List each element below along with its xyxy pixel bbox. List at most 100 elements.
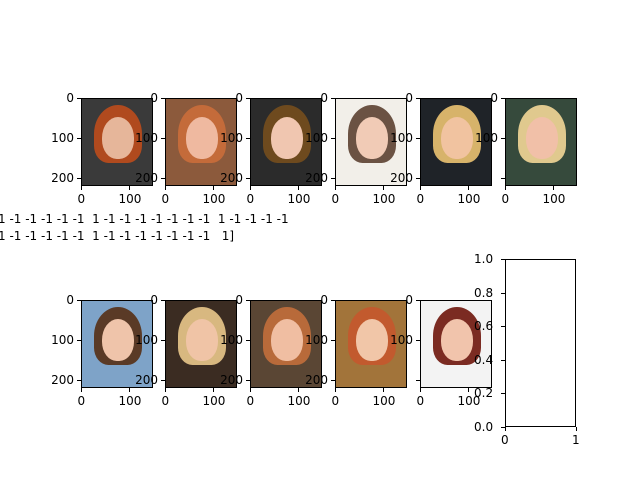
y-tick-mark (161, 178, 165, 179)
y-tick-label: 0 (405, 293, 413, 307)
face-photo (250, 98, 322, 186)
face-shape (356, 117, 388, 159)
subplot-image: 0 100 0 100 (475, 92, 577, 205)
x-tick-label: 0 (246, 192, 255, 206)
empty-y-tick-mark (501, 359, 505, 361)
label-array-line-1: 1 -1 -1 -1 -1 -1 1 -1 -1 -1 -1 -1 -1 -1 … (0, 212, 289, 226)
y-tick-label: 200 (305, 171, 328, 185)
empty-x-tick-label: 0 (501, 433, 509, 447)
face-photo (165, 98, 237, 186)
x-tick-mark (468, 186, 469, 190)
x-tick-mark (250, 186, 251, 190)
empty-x-tick-mark (505, 427, 506, 431)
x-tick-label: 0 (161, 192, 170, 206)
face-shape (102, 117, 134, 159)
face-shape (102, 319, 134, 361)
x-tick-mark (165, 388, 166, 392)
subplot-image: 0 100 200 0 100 (305, 294, 407, 407)
x-tick-label: 100 (372, 394, 396, 408)
subplot-image: 0 100 200 0 100 (135, 92, 237, 205)
subplot-image: 0 100 200 0 100 (220, 92, 322, 205)
x-tick-mark (213, 388, 214, 392)
y-tick-label: 0 (235, 91, 243, 105)
x-tick-label: 0 (77, 192, 86, 206)
subplot-image: 0 100 0 100 (390, 294, 492, 407)
empty-y-tick-label: 0.2 (474, 386, 494, 401)
y-tick-label: 100 (220, 333, 243, 347)
empty-y-tick-label: 0.4 (474, 352, 494, 367)
y-tick-mark (246, 380, 250, 381)
y-tick-label: 0 (150, 91, 158, 105)
y-tick-label: 100 (475, 131, 498, 145)
y-tick-mark (77, 300, 81, 301)
y-tick-mark (161, 138, 165, 139)
x-tick-label: 100 (372, 192, 396, 206)
y-tick-label: 200 (220, 373, 243, 387)
x-tick-mark (383, 186, 384, 190)
y-tick-label: 200 (390, 171, 413, 185)
x-tick-mark (298, 186, 299, 190)
y-tick-mark (161, 300, 165, 301)
y-tick-mark (246, 98, 250, 99)
x-tick-mark (81, 186, 82, 190)
y-tick-label: 200 (305, 373, 328, 387)
empty-y-tick-mark (501, 393, 505, 395)
face-photo (420, 98, 492, 186)
face-photo (335, 300, 407, 388)
y-tick-label: 100 (305, 333, 328, 347)
empty-y-tick-mark (501, 326, 505, 328)
y-tick-mark (501, 178, 505, 179)
x-tick-mark (383, 388, 384, 392)
label-array-line-2: 1 -1 -1 -1 -1 -1 1 -1 -1 -1 -1 -1 -1 -1 … (0, 229, 235, 243)
x-tick-label: 100 (202, 394, 226, 408)
x-tick-mark (213, 186, 214, 190)
x-tick-label: 0 (77, 394, 86, 408)
empty-x-tick-label: 1 (572, 433, 580, 447)
face-shape (441, 319, 473, 361)
y-tick-mark (416, 380, 420, 381)
face-shape (526, 117, 558, 159)
y-tick-label: 200 (135, 373, 158, 387)
empty-y-tick-label: 1.0 (474, 252, 494, 266)
y-tick-label: 0 (320, 293, 328, 307)
y-tick-label: 200 (220, 171, 243, 185)
subplot-image: 0 100 200 0 100 (135, 294, 237, 407)
y-tick-mark (77, 380, 81, 381)
x-tick-mark (129, 186, 130, 190)
y-tick-mark (77, 340, 81, 341)
empty-y-tick-label: 0.0 (474, 420, 494, 434)
y-tick-mark (331, 300, 335, 301)
x-tick-label: 0 (501, 192, 510, 206)
x-tick-mark (420, 186, 421, 190)
y-tick-label: 0 (66, 91, 74, 105)
face-shape (186, 117, 218, 159)
y-tick-label: 0 (66, 293, 74, 307)
y-tick-mark (416, 300, 420, 301)
x-tick-mark (420, 388, 421, 392)
x-tick-mark (298, 388, 299, 392)
y-tick-mark (416, 340, 420, 341)
y-tick-mark (501, 98, 505, 99)
face-shape (356, 319, 388, 361)
y-tick-mark (331, 138, 335, 139)
x-tick-mark (129, 388, 130, 392)
y-tick-label: 100 (135, 333, 158, 347)
x-tick-label: 100 (118, 394, 142, 408)
subplot-image: 0 100 200 0 100 (305, 92, 407, 205)
x-tick-mark (250, 388, 251, 392)
y-tick-label: 100 (305, 131, 328, 145)
y-tick-mark (161, 380, 165, 381)
face-photo (250, 300, 322, 388)
empty-y-tick-mark (501, 292, 505, 294)
empty-y-tick-mark (501, 427, 505, 428)
y-tick-mark (246, 178, 250, 179)
face-photo (81, 300, 153, 388)
y-tick-mark (77, 138, 81, 139)
y-tick-mark (501, 138, 505, 139)
subplot-image: 0 100 200 0 100 (390, 92, 492, 205)
face-photo (165, 300, 237, 388)
x-tick-label: 0 (331, 394, 340, 408)
y-tick-mark (77, 178, 81, 179)
empty-y-tick-mark (501, 259, 505, 260)
y-tick-label: 0 (150, 293, 158, 307)
